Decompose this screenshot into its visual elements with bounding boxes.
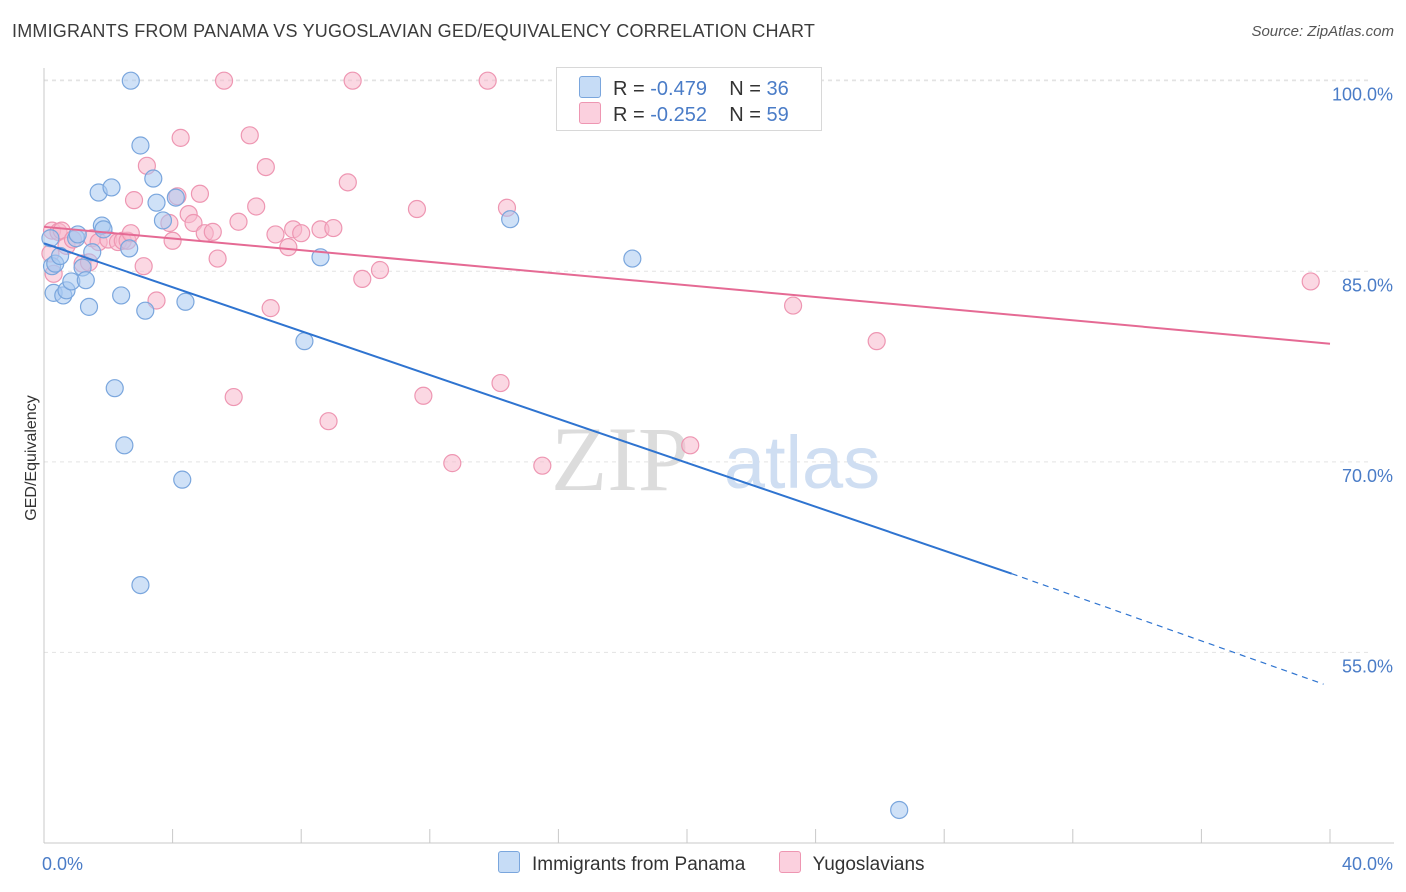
yugoslavians-point xyxy=(478,71,497,90)
series-swatch-panama xyxy=(498,851,520,873)
yugoslavians-point xyxy=(184,213,203,233)
panama-point xyxy=(112,286,131,305)
panama-point xyxy=(173,470,192,489)
panama-point xyxy=(121,71,140,90)
yugoslavians-point xyxy=(370,260,390,280)
panama-point xyxy=(120,239,139,258)
yugoslavians-point xyxy=(338,173,357,192)
yugoslavians-point xyxy=(229,212,248,231)
yugoslavians-point xyxy=(214,71,234,90)
yugoslavians-points xyxy=(41,71,1320,475)
yugoslavians-point xyxy=(208,249,227,268)
panama-point xyxy=(94,220,113,239)
yugoslavians-point xyxy=(147,291,166,310)
panama-point xyxy=(102,178,121,197)
series-label-yugoslavians: Yugoslavians xyxy=(812,854,925,875)
yugoslavians-point xyxy=(190,184,210,203)
yugoslavians-point xyxy=(414,386,433,405)
series-legend: Immigrants from Panama Yugoslavians xyxy=(498,851,953,876)
yugoslavians-point xyxy=(292,224,311,243)
legend-r-value-yugoslavians: -0.252 xyxy=(650,104,707,126)
y-axis-label: GED/Equivalency xyxy=(23,395,40,520)
yugoslavians-point xyxy=(443,454,462,473)
panama-point xyxy=(76,271,95,290)
panama-point xyxy=(115,436,134,455)
panama-point xyxy=(166,188,185,207)
x-tick-label-max: 40.0% xyxy=(1342,854,1393,874)
y-tick-label-55: 55.0% xyxy=(1342,656,1393,676)
yugoslavians-point xyxy=(681,436,700,455)
yugoslavians-point xyxy=(407,199,427,219)
yugoslavians-point xyxy=(783,296,803,315)
yugoslavians-point xyxy=(224,387,243,407)
panama-point xyxy=(105,379,124,398)
yugoslavians-point xyxy=(533,456,552,475)
panama-point xyxy=(623,249,642,268)
grid-lines xyxy=(44,79,1370,653)
yugoslavians-point xyxy=(240,126,259,145)
legend-r-value-panama: -0.479 xyxy=(650,78,707,100)
yugoslavians-point xyxy=(163,231,182,250)
trend-lines xyxy=(43,225,1331,685)
legend-row-panama: R = -0.479 N = 36 xyxy=(579,76,789,102)
panama-point xyxy=(79,297,99,316)
panama-point xyxy=(147,193,166,212)
panama-point xyxy=(890,800,909,820)
yugoslavians-point xyxy=(343,71,362,90)
legend-swatch-panama xyxy=(579,76,601,98)
series-swatch-yugoslavians xyxy=(778,851,801,873)
yugoslavians-point xyxy=(353,269,372,289)
yugoslavians-point xyxy=(266,225,285,244)
x-tick-label-min: 0.0% xyxy=(42,854,83,874)
yugoslavians-point xyxy=(256,157,275,177)
source-label: Source: ZipAtlas.com xyxy=(1251,23,1394,40)
panama-point xyxy=(131,136,150,155)
panama-point xyxy=(153,211,173,230)
series-legend-panama[interactable]: Immigrants from Panama xyxy=(498,851,745,876)
series-legend-yugoslavians[interactable]: Yugoslavians xyxy=(778,851,925,876)
panama-point xyxy=(136,301,155,320)
series-label-panama: Immigrants from Panama xyxy=(532,854,746,875)
yugoslavians-point xyxy=(261,299,280,318)
watermark: ZIP atlas xyxy=(551,408,880,510)
axes xyxy=(43,68,1394,844)
panama-point xyxy=(144,169,163,188)
legend-r-label: R = xyxy=(613,78,645,100)
yugoslavians-point xyxy=(124,191,144,210)
y-tick-label-85: 85.0% xyxy=(1342,275,1393,295)
legend-n-label: N = xyxy=(729,78,761,100)
legend-n-label: N = xyxy=(729,104,761,126)
yugoslavians-point xyxy=(171,128,190,147)
y-tick-label-70: 70.0% xyxy=(1342,466,1393,486)
panama-point xyxy=(501,210,520,229)
yugoslavians-point xyxy=(491,373,510,393)
panama-point xyxy=(50,246,70,266)
tick-labels: 55.0% 70.0% 85.0% 100.0% 0.0% 40.0% xyxy=(42,85,1393,874)
yugoslavians-point xyxy=(203,222,222,241)
yugoslavians-point xyxy=(867,332,886,351)
legend-n-value-yugoslavians: 59 xyxy=(766,104,789,126)
legend-n-value-panama: 36 xyxy=(766,78,789,100)
yugoslavians-point xyxy=(134,257,153,276)
panama-point xyxy=(176,292,195,311)
chart-title: IMMIGRANTS FROM PANAMA VS YUGOSLAVIAN GE… xyxy=(12,21,816,41)
yugoslavians-point xyxy=(1301,272,1320,291)
panama-point xyxy=(41,229,60,248)
watermark-atlas: atlas xyxy=(724,421,880,504)
yugoslavians-point xyxy=(319,412,338,431)
yugoslavians-trend-line xyxy=(43,225,1331,345)
legend-swatch-yugoslavians xyxy=(579,102,601,124)
legend-r-label: R = xyxy=(613,104,645,126)
panama-points xyxy=(41,71,909,820)
legend-row-yugoslavians: R = -0.252 N = 59 xyxy=(579,102,789,128)
y-tick-label-100: 100.0% xyxy=(1332,85,1393,105)
yugoslavians-point xyxy=(247,197,266,216)
panama-trend-extension xyxy=(1011,573,1324,685)
panama-trend-line xyxy=(43,242,1013,575)
yugoslavians-point xyxy=(279,238,298,257)
panama-point xyxy=(131,575,150,595)
yugoslavians-point xyxy=(324,218,343,238)
correlation-legend: R = -0.479 N = 36 R = -0.252 N = 59 xyxy=(556,67,822,131)
